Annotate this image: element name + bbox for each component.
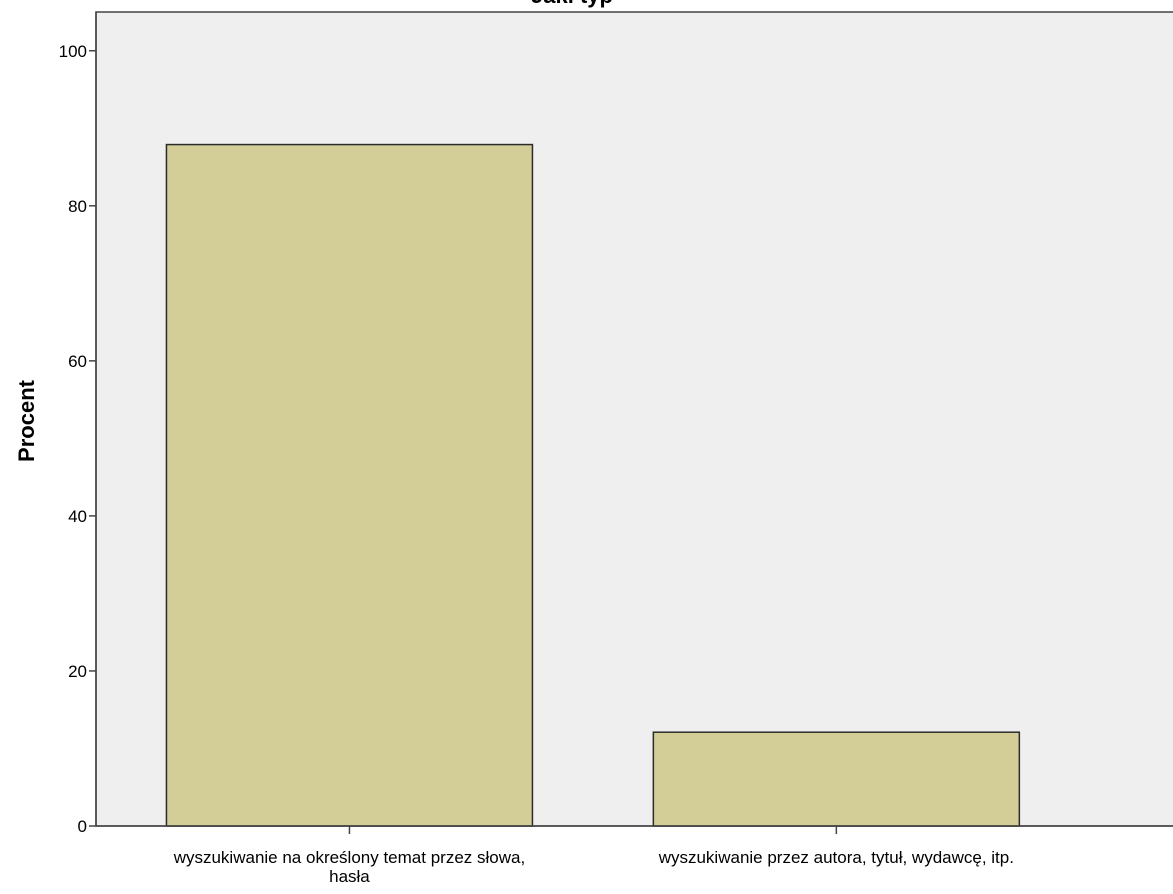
bars (165, 143, 1021, 827)
y-axis: 0 20 40 60 80 100 (59, 12, 97, 836)
x-tick-label-line: hasła (329, 867, 370, 886)
y-tick-label: 40 (68, 507, 87, 526)
x-tick-label-line: wyszukiwanie przez autora, tytuł, wydawc… (658, 848, 1014, 867)
bar (652, 731, 1021, 827)
chart-title: Jaki typ (531, 0, 613, 8)
x-tick-label-line: wyszukiwanie na określony temat przez sł… (173, 848, 525, 867)
y-tick-label: 0 (78, 817, 87, 836)
x-tick-label: wyszukiwanie na określony temat przez sł… (173, 848, 525, 886)
x-tick-label: wyszukiwanie przez autora, tytuł, wydawc… (658, 848, 1014, 867)
bar (165, 143, 534, 827)
y-axis-label: Procent (14, 379, 39, 462)
y-tick-label: 20 (68, 662, 87, 681)
y-tick-label: 100 (59, 42, 87, 61)
x-axis: wyszukiwanie na określony temat przez sł… (96, 825, 1173, 886)
y-tick-label: 60 (68, 352, 87, 371)
y-tick-label: 80 (68, 197, 87, 216)
